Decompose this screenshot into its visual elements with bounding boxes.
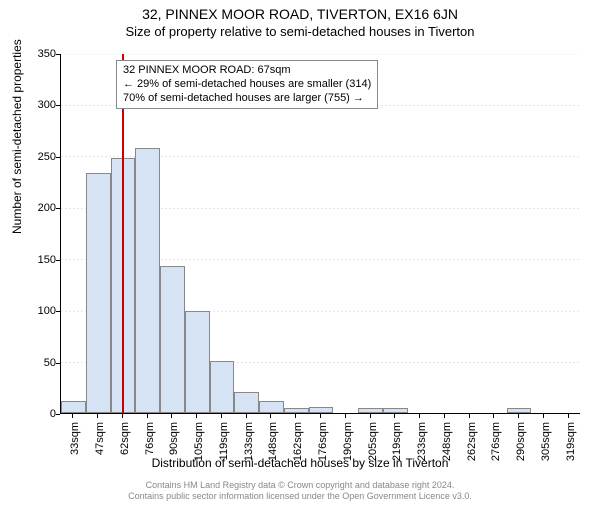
plot-area: 32 PINNEX MOOR ROAD: 67sqm ← 29% of semi… bbox=[60, 54, 580, 414]
histogram-bar bbox=[210, 361, 235, 413]
y-tick-label: 100 bbox=[26, 305, 56, 317]
x-tick-label: 119sqm bbox=[218, 422, 230, 460]
footer-line: Contains public sector information licen… bbox=[0, 491, 600, 502]
histogram-bar bbox=[86, 173, 111, 413]
y-tick-label: 250 bbox=[26, 151, 56, 163]
page-subtitle: Size of property relative to semi-detach… bbox=[0, 24, 600, 39]
histogram-bar bbox=[259, 401, 284, 413]
page-title: 32, PINNEX MOOR ROAD, TIVERTON, EX16 6JN bbox=[0, 6, 600, 22]
y-tick-label: 300 bbox=[26, 99, 56, 111]
histogram-bar bbox=[358, 408, 383, 413]
histogram-bar bbox=[284, 408, 309, 413]
x-tick-label: 33sqm bbox=[69, 422, 81, 455]
histogram-bar bbox=[507, 408, 532, 413]
histogram-bar bbox=[383, 408, 408, 413]
annotation-box: 32 PINNEX MOOR ROAD: 67sqm ← 29% of semi… bbox=[116, 60, 378, 109]
histogram-bar bbox=[135, 148, 160, 413]
annotation-line: 70% of semi-detached houses are larger (… bbox=[123, 92, 371, 106]
histogram-chart: 32 PINNEX MOOR ROAD: 67sqm ← 29% of semi… bbox=[60, 54, 580, 414]
y-tick-label: 0 bbox=[26, 408, 56, 420]
histogram-bar bbox=[309, 407, 334, 413]
x-tick-label: 90sqm bbox=[168, 422, 180, 455]
histogram-bar bbox=[160, 266, 185, 413]
y-axis-title: Number of semi-detached properties bbox=[10, 39, 24, 234]
annotation-line: 32 PINNEX MOOR ROAD: 67sqm bbox=[123, 64, 371, 78]
y-tick-label: 200 bbox=[26, 202, 56, 214]
y-tick-label: 50 bbox=[26, 357, 56, 369]
histogram-bar bbox=[234, 392, 259, 413]
histogram-bar bbox=[185, 311, 210, 413]
histogram-bar bbox=[61, 401, 86, 413]
x-tick-label: 76sqm bbox=[144, 422, 156, 455]
x-tick-label: 62sqm bbox=[119, 422, 131, 455]
x-axis-title: Distribution of semi-detached houses by … bbox=[0, 456, 600, 470]
x-tick-label: 47sqm bbox=[94, 422, 106, 455]
annotation-line: ← 29% of semi-detached houses are smalle… bbox=[123, 78, 371, 92]
y-tick-label: 150 bbox=[26, 254, 56, 266]
y-tick-label: 350 bbox=[26, 48, 56, 60]
footer-attribution: Contains HM Land Registry data © Crown c… bbox=[0, 480, 600, 502]
footer-line: Contains HM Land Registry data © Crown c… bbox=[0, 480, 600, 491]
